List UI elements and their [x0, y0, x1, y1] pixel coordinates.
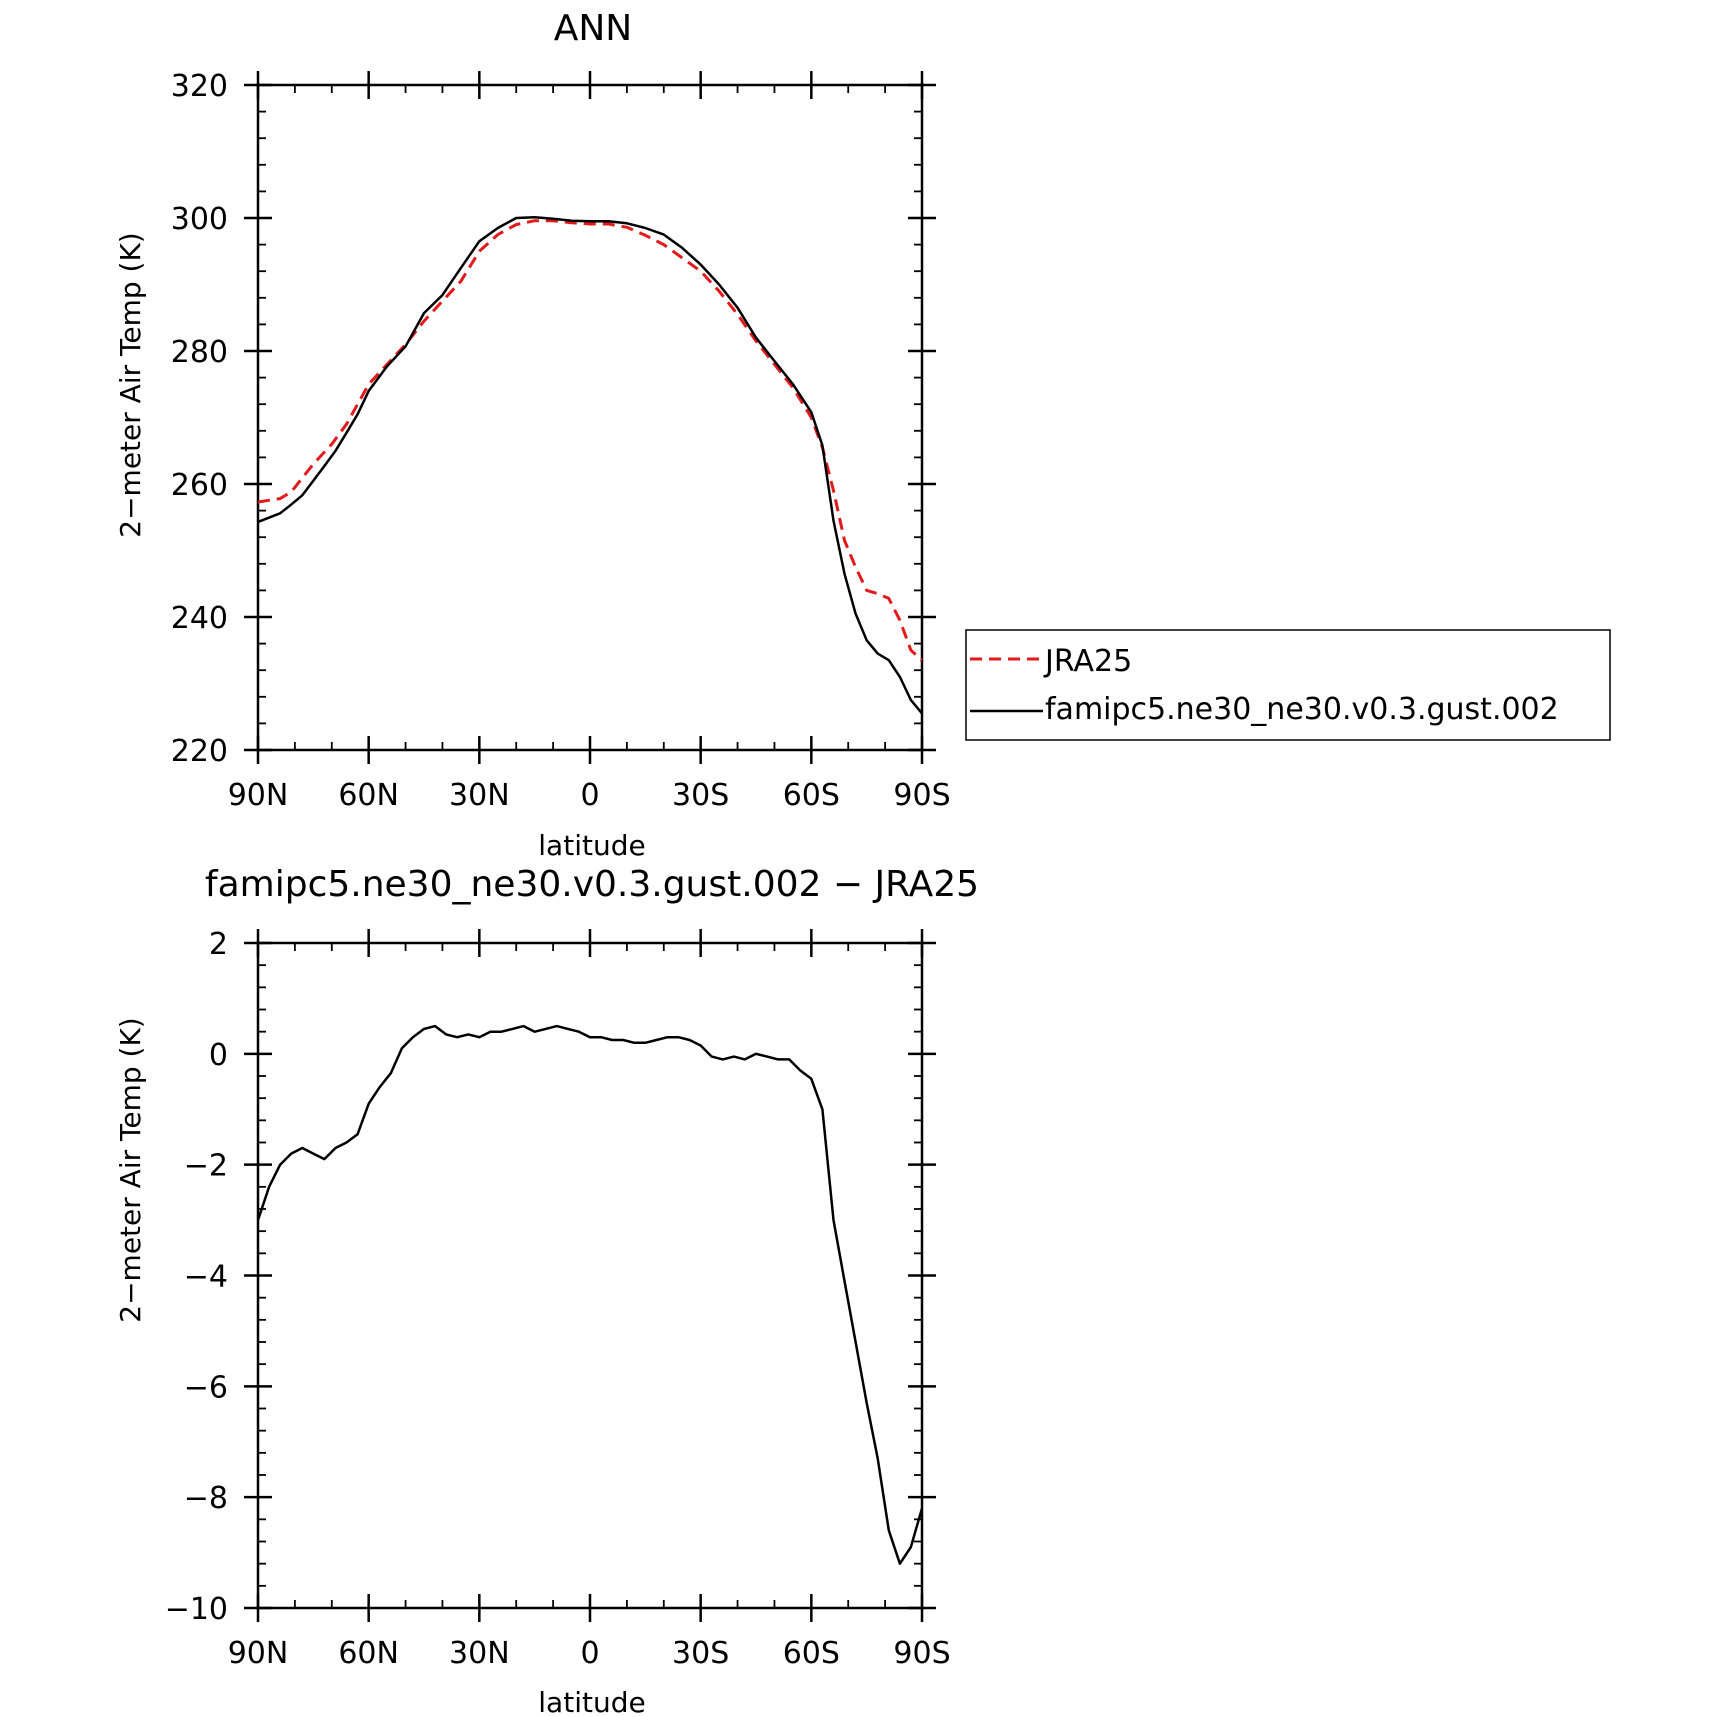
y-tick-label-top: 220 — [171, 734, 228, 769]
y-axis-label-bottom: 2−meter Air Temp (K) — [114, 1017, 147, 1322]
x-tick-label-top: 30N — [449, 778, 510, 813]
x-tick-label-bottom: 60S — [783, 1636, 840, 1671]
y-tick-label-bottom: −10 — [165, 1592, 228, 1627]
x-tick-label-bottom: 0 — [580, 1636, 599, 1671]
series-line-model — [257, 216, 923, 715]
x-axis-label-bottom: latitude — [538, 1686, 645, 1717]
legend: JRA25 famipc5.ne30_ne30.v0.3.gust.002 — [965, 629, 1611, 741]
y-tick-label-bottom: −6 — [184, 1370, 228, 1405]
x-tick-label-bottom: 30N — [449, 1636, 510, 1671]
legend-box — [965, 629, 1611, 741]
y-tick-label-bottom: −4 — [184, 1260, 228, 1295]
x-tick-label-bottom: 60N — [338, 1636, 399, 1671]
series-group-bottom — [256, 1024, 924, 1565]
x-tick-label-top: 60S — [783, 778, 840, 813]
y-tick-label-bottom: 2 — [209, 927, 228, 962]
y-tick-label-bottom: −8 — [184, 1481, 228, 1516]
x-tick-label-top: 0 — [580, 778, 599, 813]
y-axis-label-top: 2−meter Air Temp (K) — [114, 232, 147, 537]
x-tick-label-top: 90N — [228, 778, 289, 813]
y-tick-label-top: 280 — [171, 335, 228, 370]
chart-title-top: ANN — [554, 8, 633, 49]
series-group-top — [257, 216, 923, 715]
x-tick-label-top: 30S — [672, 778, 729, 813]
series-line-difference — [256, 1024, 924, 1565]
x-tick-label-top: 90S — [893, 778, 950, 813]
plot-frame-top — [256, 83, 924, 752]
y-tick-label-top: 300 — [171, 202, 228, 237]
x-axis-label-top: latitude — [538, 829, 645, 862]
series-line-jra25 — [257, 219, 923, 662]
x-tick-label-bottom: 30S — [672, 1636, 729, 1671]
ticks-top: 220 240 260 280 300 320 90N 60N 30N 0 30S 60S 90S — [171, 69, 951, 813]
chart-title-bottom: famipc5.ne30_ne30.v0.3.gust.002 − JRA25 — [205, 864, 979, 905]
panel-top: ANN 2−meter Air Temp (K) latitude 220 240… — [114, 8, 951, 862]
legend-label-model: famipc5.ne30_ne30.v0.3.gust.002 — [1045, 692, 1559, 727]
plot-frame-bottom — [256, 941, 924, 1610]
x-tick-label-bottom: 90N — [228, 1636, 289, 1671]
panel-bottom: famipc5.ne30_ne30.v0.3.gust.002 − JRA25 … — [114, 864, 979, 1717]
x-tick-label-bottom: 90S — [893, 1636, 950, 1671]
y-tick-label-top: 240 — [171, 601, 228, 636]
y-tick-label-bottom: 0 — [209, 1038, 228, 1073]
x-tick-label-top: 60N — [338, 778, 399, 813]
y-tick-label-bottom: −2 — [184, 1149, 228, 1184]
y-tick-label-top: 320 — [171, 69, 228, 104]
y-tick-label-top: 260 — [171, 468, 228, 503]
legend-label-jra25: JRA25 — [1043, 644, 1132, 679]
ticks-bottom: −10 −8 −6 −4 −2 0 2 90N 60N 30N 0 30S 60S 90S — [165, 927, 951, 1671]
